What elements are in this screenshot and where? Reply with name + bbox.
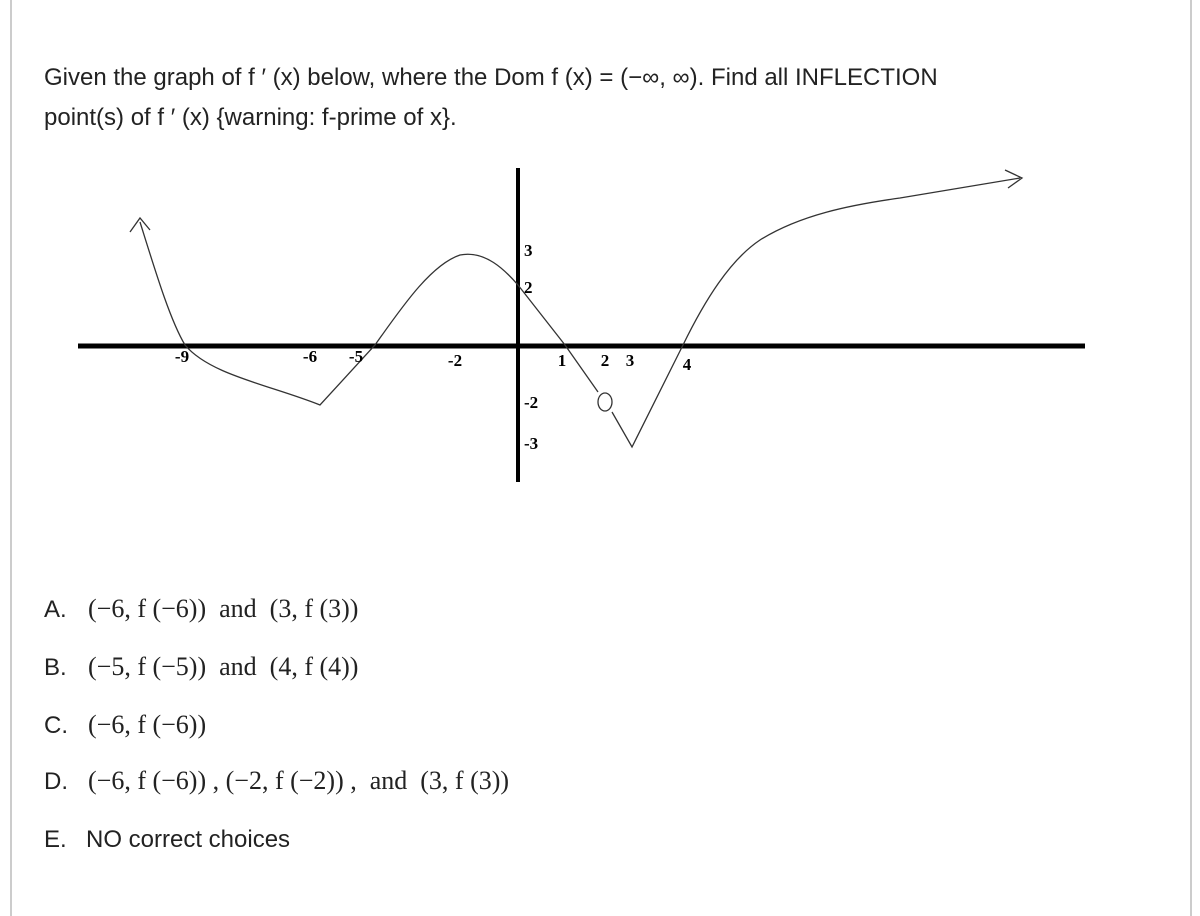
- choice-text[interactable]: (−6, f (−6)) , (−2, f (−2)) , and (3, f …: [88, 766, 510, 795]
- x-label: -2: [448, 351, 462, 370]
- question-line: point(s) of f ′ (x) {warning: f-prime of…: [44, 104, 457, 131]
- question-line: Given the graph of f ′ (x) below, where …: [44, 64, 938, 91]
- y-label: 2: [524, 278, 533, 297]
- choice-text[interactable]: NO correct choices: [86, 826, 291, 853]
- x-label: -5: [349, 347, 363, 366]
- frame: [10, 0, 1192, 916]
- choice-letter: D.: [44, 768, 68, 795]
- y-label: 3: [524, 241, 533, 260]
- arrow: [1004, 169, 1024, 189]
- arrow: [129, 216, 151, 233]
- choice-text[interactable]: (−5, f (−5)) and (4, f (4)): [88, 652, 359, 681]
- choice-text[interactable]: (−6, f (−6)): [88, 710, 207, 739]
- y-label: -2: [524, 393, 538, 412]
- y-label: -3: [524, 434, 538, 453]
- choice-letter: E.: [44, 826, 67, 853]
- x-label: 4: [683, 355, 692, 374]
- choice-letter: C.: [44, 712, 68, 739]
- choice-letter: B.: [44, 654, 67, 681]
- choice-text[interactable]: (−6, f (−6)) and (3, f (3)): [88, 594, 359, 623]
- x-label: 3: [626, 351, 635, 370]
- choice-letter: A.: [44, 596, 67, 623]
- x-label: -6: [303, 347, 317, 366]
- open-circle: [597, 392, 613, 412]
- x-label: 1: [558, 351, 567, 370]
- curve: [139, 177, 1021, 449]
- x-label: 2: [601, 351, 610, 370]
- x-label: -9: [175, 347, 189, 366]
